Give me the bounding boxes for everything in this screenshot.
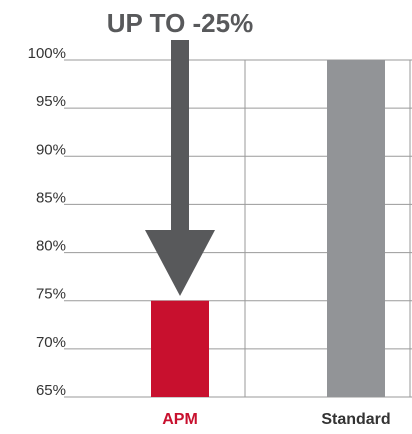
x-tick-label: APM [162, 411, 198, 428]
arrow-head [145, 230, 215, 296]
y-tick-label: 75% [36, 286, 66, 303]
arrow [145, 40, 215, 296]
arrow-shaft [171, 40, 189, 232]
bar [151, 300, 209, 397]
x-tick-label: Standard [321, 411, 390, 428]
y-tick-label: 95% [36, 93, 66, 110]
y-tick-label: 90% [36, 141, 66, 158]
bar [327, 60, 385, 397]
y-tick-label: 70% [36, 334, 66, 351]
plot: 65% 70% 75% 80% 85% 90% 95% 100% APM Standard [28, 45, 412, 428]
y-tick-label: 100% [28, 45, 66, 62]
y-tick-label: 65% [36, 382, 66, 399]
y-tick-label: 85% [36, 189, 66, 206]
y-tick-label: 80% [36, 238, 66, 255]
chart-title: UP TO -25% [107, 8, 253, 38]
